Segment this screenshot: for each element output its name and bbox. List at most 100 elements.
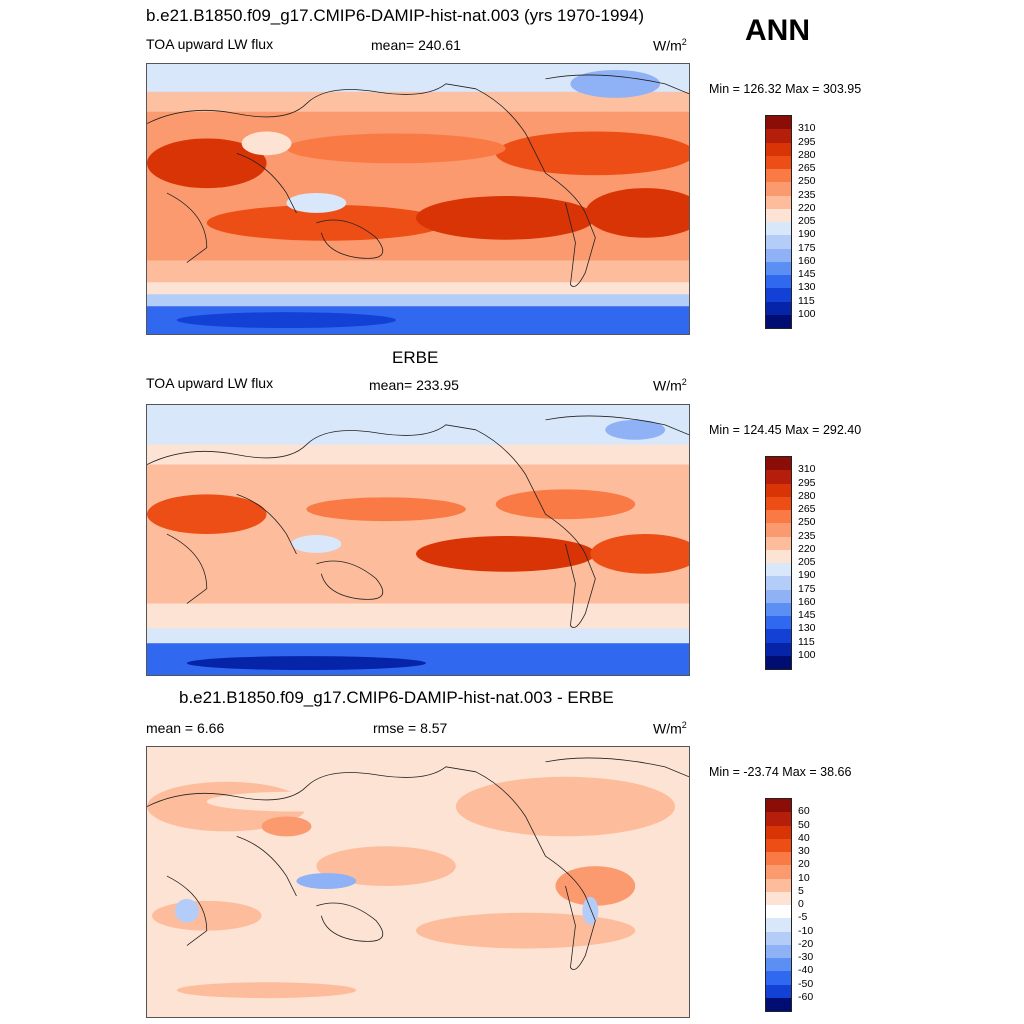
panel2-variable: TOA upward LW flux — [146, 375, 274, 391]
panel1-mean: mean= 240.61 — [371, 37, 461, 53]
colorbar-model-label: 160 — [798, 254, 816, 267]
colorbar-model-label: 145 — [798, 268, 816, 280]
colorbar-obs-label: 145 — [798, 609, 816, 621]
colorbar-obs-swatch — [766, 536, 791, 550]
colorbar-diff-swatch — [766, 838, 791, 852]
colorbar-diff-swatch — [766, 971, 791, 985]
colorbar-obs — [765, 456, 792, 670]
colorbar-model-label: 100 — [798, 307, 816, 320]
colorbar-obs-swatch — [766, 483, 791, 497]
colorbar-diff-label: -50 — [798, 977, 814, 990]
colorbar-obs-swatch — [766, 470, 791, 484]
colorbar-diff-swatch — [766, 931, 791, 945]
colorbar-obs-swatch — [766, 616, 791, 630]
colorbar-diff-label: -60 — [798, 990, 814, 1003]
colorbar-obs-swatch — [766, 602, 791, 616]
colorbar-diff-label: 0 — [798, 898, 804, 910]
map-diff — [146, 746, 690, 1018]
panel3-mean: mean = 6.66 — [146, 720, 225, 736]
colorbar-obs-label: 115 — [798, 635, 815, 648]
colorbar-obs-swatch — [766, 589, 791, 603]
colorbar-diff-label: 10 — [798, 871, 810, 884]
colorbar-diff-swatch — [766, 905, 791, 919]
colorbar-model-swatch — [766, 235, 791, 249]
colorbar-model-swatch — [766, 222, 791, 236]
colorbar-diff-label: 50 — [798, 818, 810, 831]
map-obs — [146, 404, 690, 676]
colorbar-model — [765, 115, 792, 329]
panel3-title: b.e21.B1850.f09_g17.CMIP6-DAMIP-hist-nat… — [179, 688, 614, 707]
colorbar-model-label: 130 — [798, 281, 816, 294]
colorbar-diff-label: -40 — [798, 964, 814, 977]
colorbar-obs-label: 250 — [798, 516, 816, 529]
panel1-minmax: Min = 126.32 Max = 303.95 — [709, 82, 862, 96]
colorbar-obs-label: 280 — [798, 489, 816, 502]
colorbar-diff-label: 5 — [798, 884, 804, 897]
colorbar-obs-label: 295 — [798, 476, 816, 489]
colorbar-obs-label: 175 — [798, 582, 816, 595]
colorbar-obs-swatch — [766, 655, 791, 669]
colorbar-obs-swatch — [766, 642, 791, 656]
panel3-rmse: rmse = 8.57 — [373, 720, 448, 736]
colorbar-obs-swatch — [766, 496, 791, 510]
colorbar-diff-swatch — [766, 799, 791, 813]
colorbar-obs-label: 235 — [798, 529, 816, 542]
colorbar-obs-label: 160 — [798, 595, 816, 608]
panel3-units: W/m2 — [653, 720, 687, 737]
colorbar-model-label: 235 — [798, 188, 816, 201]
colorbar-model-label: 115 — [798, 294, 815, 307]
colorbar-diff — [765, 798, 792, 1012]
colorbar-obs-label: 130 — [798, 622, 816, 635]
colorbar-model-swatch — [766, 155, 791, 169]
colorbar-model-swatch — [766, 275, 791, 289]
panel2-units: W/m2 — [653, 377, 687, 394]
colorbar-model-label: 295 — [798, 135, 816, 148]
colorbar-diff-label: 20 — [798, 858, 810, 871]
colorbar-model-label: 250 — [798, 175, 816, 188]
colorbar-diff-swatch — [766, 997, 791, 1011]
colorbar-model-label: 280 — [798, 148, 816, 161]
colorbar-model-label: 205 — [798, 215, 816, 227]
colorbar-model-swatch — [766, 208, 791, 222]
colorbar-diff-swatch — [766, 958, 791, 972]
colorbar-diff-label: -20 — [798, 937, 814, 950]
panel2-mean: mean= 233.95 — [369, 377, 459, 393]
colorbar-diff-label: 40 — [798, 831, 810, 844]
colorbar-diff-label: -30 — [798, 951, 814, 963]
map-obs-field — [147, 405, 689, 675]
map-diff-field — [147, 747, 689, 1017]
colorbar-obs-swatch — [766, 457, 791, 471]
panel1-variable: TOA upward LW flux — [146, 36, 274, 52]
colorbar-model-label: 175 — [798, 241, 816, 254]
colorbar-obs-swatch — [766, 549, 791, 563]
colorbar-model-swatch — [766, 182, 791, 196]
colorbar-model-swatch — [766, 142, 791, 156]
colorbar-obs-swatch — [766, 563, 791, 577]
colorbar-diff-swatch — [766, 865, 791, 879]
season-label: ANN — [745, 14, 810, 47]
colorbar-model-swatch — [766, 129, 791, 143]
colorbar-model-label: 190 — [798, 228, 816, 241]
colorbar-obs-label: 310 — [798, 463, 816, 476]
colorbar-obs-swatch — [766, 629, 791, 643]
colorbar-diff-swatch — [766, 852, 791, 866]
panel1-units: W/m2 — [653, 37, 687, 54]
colorbar-model-swatch — [766, 288, 791, 302]
colorbar-model-swatch — [766, 314, 791, 328]
colorbar-obs-label: 205 — [798, 556, 816, 568]
colorbar-diff-label: 60 — [798, 805, 810, 818]
panel3-minmax: Min = -23.74 Max = 38.66 — [709, 765, 852, 779]
colorbar-model-swatch — [766, 301, 791, 315]
colorbar-obs-label: 100 — [798, 648, 816, 661]
map-model-field — [147, 64, 689, 334]
colorbar-diff-swatch — [766, 825, 791, 839]
colorbar-diff-swatch — [766, 891, 791, 905]
colorbar-obs-swatch — [766, 523, 791, 537]
colorbar-diff-swatch — [766, 944, 791, 958]
colorbar-model-swatch — [766, 195, 791, 209]
panel1-title: b.e21.B1850.f09_g17.CMIP6-DAMIP-hist-nat… — [146, 6, 644, 25]
colorbar-obs-label: 190 — [798, 569, 816, 582]
colorbar-model-label: 310 — [798, 122, 816, 135]
colorbar-diff-swatch — [766, 984, 791, 998]
colorbar-diff-swatch — [766, 918, 791, 932]
